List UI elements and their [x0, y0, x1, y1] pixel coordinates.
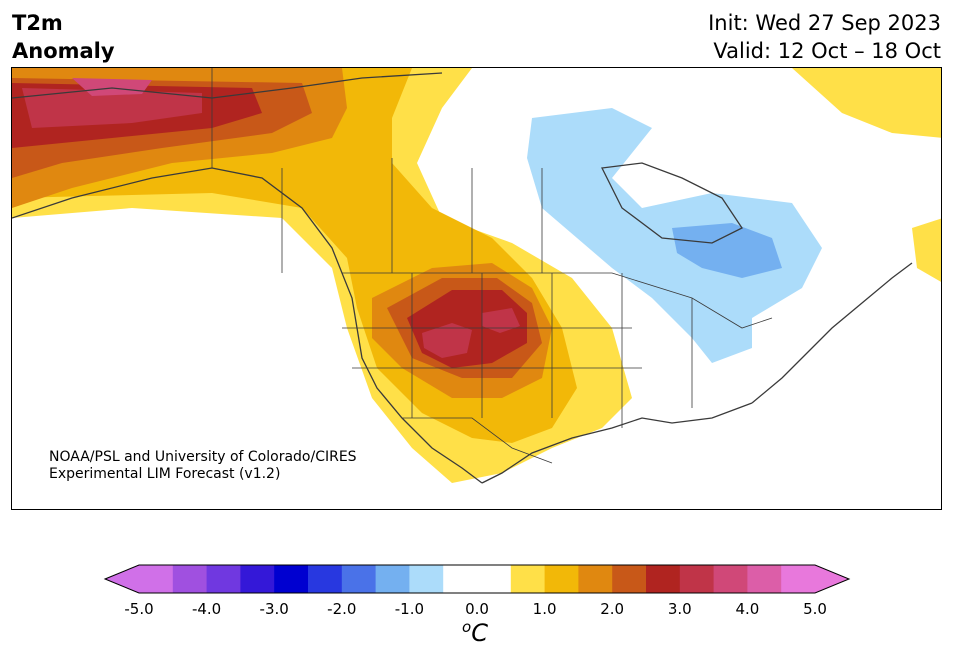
- anomaly-6c-region: [22, 88, 202, 128]
- anomaly-7c-region: [72, 78, 152, 96]
- colorbar-cell: [477, 565, 512, 593]
- coastlines: [12, 72, 913, 484]
- colorbar-cell: [240, 565, 275, 593]
- political-borders: [211, 68, 773, 464]
- colorbar-cell: [612, 565, 647, 593]
- colorbar-tick-label: -4.0: [191, 600, 222, 618]
- colorbar-tick-label: 2.0: [600, 600, 625, 618]
- init-date: Init: Wed 27 Sep 2023: [708, 11, 941, 35]
- colorbar-unit: oC: [462, 618, 488, 647]
- colorbar-cell: [544, 565, 579, 593]
- colorbar-cell: [341, 565, 377, 593]
- attribution-credit: NOAA/PSL and University of Colorado/CIRE…: [49, 449, 357, 483]
- anomaly-6c-wyoming: [482, 308, 520, 333]
- colorbar-tick-label: 4.0: [735, 600, 760, 618]
- border-us-mexico: [402, 417, 553, 464]
- colorbar-tick-label: -2.0: [327, 600, 357, 618]
- forecast-dates: Init: Wed 27 Sep 2023 Valid: 12 Oct – 18…: [708, 9, 941, 65]
- colorbar-tick-label: -5.0: [124, 600, 154, 618]
- colorbar-cell: [713, 565, 748, 593]
- colorbar-outline: [103, 564, 851, 594]
- colorbar-cell: [646, 565, 681, 593]
- coastline-west: [12, 167, 483, 484]
- colorbar-cell: [172, 565, 208, 593]
- colorbar-cells: [105, 565, 849, 593]
- coastline-east: [751, 262, 913, 404]
- state-borders: [342, 273, 693, 428]
- unit-degree: o: [462, 618, 472, 636]
- anomaly-map: [11, 67, 942, 510]
- credit-line-1: NOAA/PSL and University of Colorado/CIRE…: [49, 449, 357, 465]
- coastline-hudson-bay: [601, 162, 743, 244]
- province-borders: [281, 158, 543, 273]
- anomaly-1c-newfoundland: [912, 218, 941, 282]
- credit-line-2: Experimental LIM Forecast (v1.2): [49, 466, 281, 482]
- anomaly-6c-rockies: [422, 323, 472, 358]
- colorbar-cell: [679, 565, 715, 593]
- colorbar-tick-label: -1.0: [394, 600, 425, 618]
- anomaly-1c-labrador: [792, 68, 941, 138]
- map-title: T2m Anomaly: [12, 9, 115, 65]
- colorbar-tick-label: 5.0: [803, 600, 827, 618]
- valid-period: Valid: 12 Oct – 18 Oct: [713, 39, 941, 63]
- warm-anomaly-shading: [12, 68, 941, 483]
- colorbar-cell: [578, 565, 613, 593]
- colorbar-cell: [375, 565, 410, 593]
- colorbar-cell: [274, 565, 309, 593]
- colorbar-cell: [308, 565, 343, 593]
- unit-symbol: C: [471, 619, 488, 647]
- colorbar-cell: [510, 565, 546, 593]
- colorbar-cell: [443, 565, 478, 593]
- coastline-arctic: [12, 72, 443, 99]
- colorbar-tick-label: -3.0: [259, 600, 289, 618]
- coastline-gulf-mexico: [481, 402, 753, 484]
- colorbar-extend-high: [815, 565, 849, 593]
- map-canvas: [12, 68, 941, 484]
- colorbar-cell: [206, 565, 241, 593]
- anomaly-neg2c-region: [672, 223, 782, 278]
- colorbar-tick-label: 0.0: [465, 600, 489, 618]
- colorbar-extend-low: [105, 565, 139, 593]
- colorbar-tick-label: 3.0: [667, 600, 692, 618]
- colorbar-cell: [747, 565, 782, 593]
- colorbar-cell: [781, 565, 816, 593]
- title-line-2: Anomaly: [12, 39, 115, 63]
- colorbar-tick-label: 1.0: [532, 600, 557, 618]
- colorbar-cell: [409, 565, 444, 593]
- cool-anomaly-shading: [527, 108, 822, 363]
- colorbar-cell: [139, 565, 174, 593]
- title-line-1: T2m: [12, 11, 63, 35]
